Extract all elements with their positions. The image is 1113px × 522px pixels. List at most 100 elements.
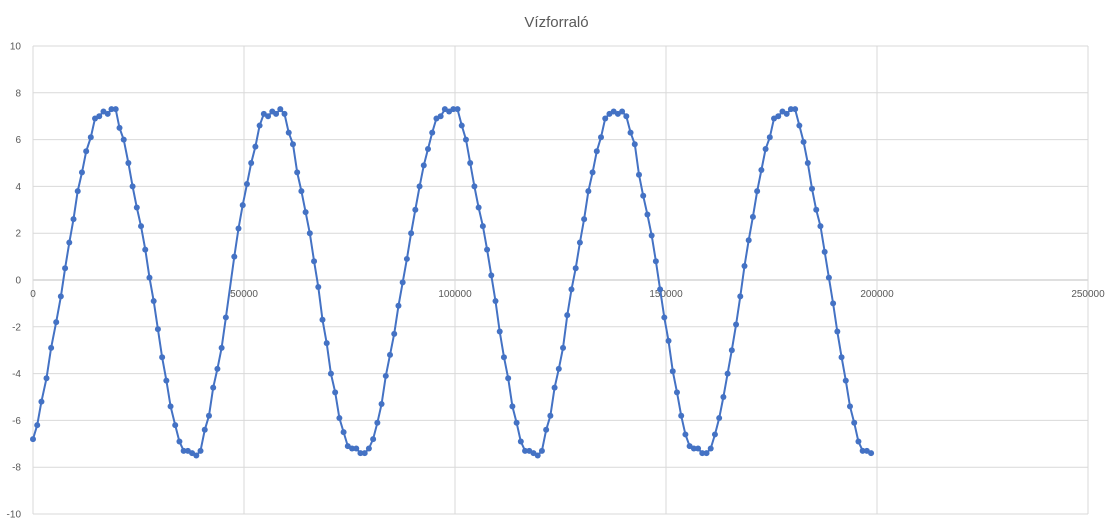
data-point: [357, 450, 364, 457]
data-point: [585, 188, 592, 195]
data-point: [382, 372, 389, 379]
data-point: [690, 445, 697, 452]
data-point: [754, 188, 761, 195]
data-point: [332, 389, 339, 396]
data-point: [716, 415, 723, 422]
data-point: [159, 354, 166, 361]
data-point: [804, 160, 811, 166]
data-point: [749, 213, 756, 220]
data-point: [408, 230, 415, 237]
data-point: [163, 377, 170, 384]
y-tick-label: 4: [15, 182, 21, 193]
data-point: [294, 169, 301, 176]
data-point: [48, 344, 55, 351]
data-point: [598, 134, 605, 141]
data-point: [766, 134, 773, 141]
data-point: [560, 344, 567, 351]
data-point: [214, 365, 221, 372]
data-point: [252, 143, 259, 150]
data-point: [30, 436, 36, 443]
data-point: [353, 445, 360, 452]
data-point: [57, 293, 64, 300]
data-point: [661, 314, 668, 321]
y-tick-label: 6: [15, 135, 21, 146]
data-point: [437, 113, 444, 120]
data-point: [231, 253, 238, 260]
data-point: [429, 129, 436, 136]
y-tick-label: 10: [10, 42, 22, 53]
data-point: [38, 398, 45, 405]
data-point: [112, 106, 119, 113]
data-point: [361, 450, 368, 457]
data-point: [462, 136, 469, 143]
y-tick-label: -2: [12, 322, 21, 333]
data-point: [522, 447, 529, 454]
data-point: [640, 192, 647, 199]
data-point: [34, 422, 41, 429]
x-tick-label: 200000: [860, 289, 894, 300]
data-point: [555, 365, 562, 372]
data-point: [821, 248, 828, 255]
data-point: [813, 206, 820, 213]
data-point: [505, 375, 512, 382]
y-tick-label: -6: [12, 416, 21, 427]
data-point: [792, 106, 799, 113]
data-point: [707, 445, 714, 452]
data-point: [851, 419, 858, 426]
data-point: [424, 145, 431, 152]
data-point: [758, 167, 765, 174]
data-point: [631, 141, 638, 148]
data-point: [543, 426, 550, 433]
data-point: [74, 188, 81, 195]
data-point: [146, 274, 153, 281]
data-point: [593, 148, 600, 155]
data-point: [538, 447, 545, 454]
data-point: [205, 412, 212, 419]
data-point: [87, 134, 94, 141]
data-point: [669, 368, 676, 375]
data-point: [201, 426, 208, 433]
data-point: [129, 183, 136, 190]
data-point: [323, 340, 330, 347]
data-point: [302, 209, 309, 216]
data-point: [176, 438, 183, 445]
data-point: [298, 188, 305, 195]
data-point: [534, 452, 541, 459]
data-point: [547, 412, 554, 419]
data-point: [467, 160, 474, 166]
data-point: [657, 286, 664, 293]
data-point: [265, 113, 272, 120]
data-point: [842, 377, 849, 384]
data-point: [517, 438, 524, 445]
data-point: [116, 124, 123, 131]
data-point: [365, 445, 372, 452]
data-point: [513, 419, 520, 426]
data-point: [319, 316, 326, 323]
data-point: [154, 326, 161, 333]
data-point: [830, 300, 837, 307]
data-point: [728, 347, 735, 354]
data-point: [374, 419, 381, 426]
data-point: [43, 375, 50, 382]
data-point: [703, 450, 710, 457]
data-point: [868, 450, 875, 457]
data-point: [775, 113, 782, 120]
data-point: [306, 230, 313, 237]
data-point: [809, 185, 816, 192]
data-point: [370, 436, 377, 443]
data-point: [509, 403, 516, 410]
data-point: [340, 429, 347, 436]
data-point: [800, 138, 807, 145]
data-point: [492, 298, 499, 305]
data-point: [349, 445, 356, 452]
data-point: [484, 246, 491, 253]
data-point: [327, 370, 334, 377]
data-point: [336, 415, 343, 422]
data-point: [142, 246, 149, 253]
data-point: [83, 148, 90, 155]
data-point: [108, 106, 115, 113]
data-point: [53, 319, 60, 326]
data-point: [222, 314, 229, 321]
data-point: [724, 370, 731, 377]
